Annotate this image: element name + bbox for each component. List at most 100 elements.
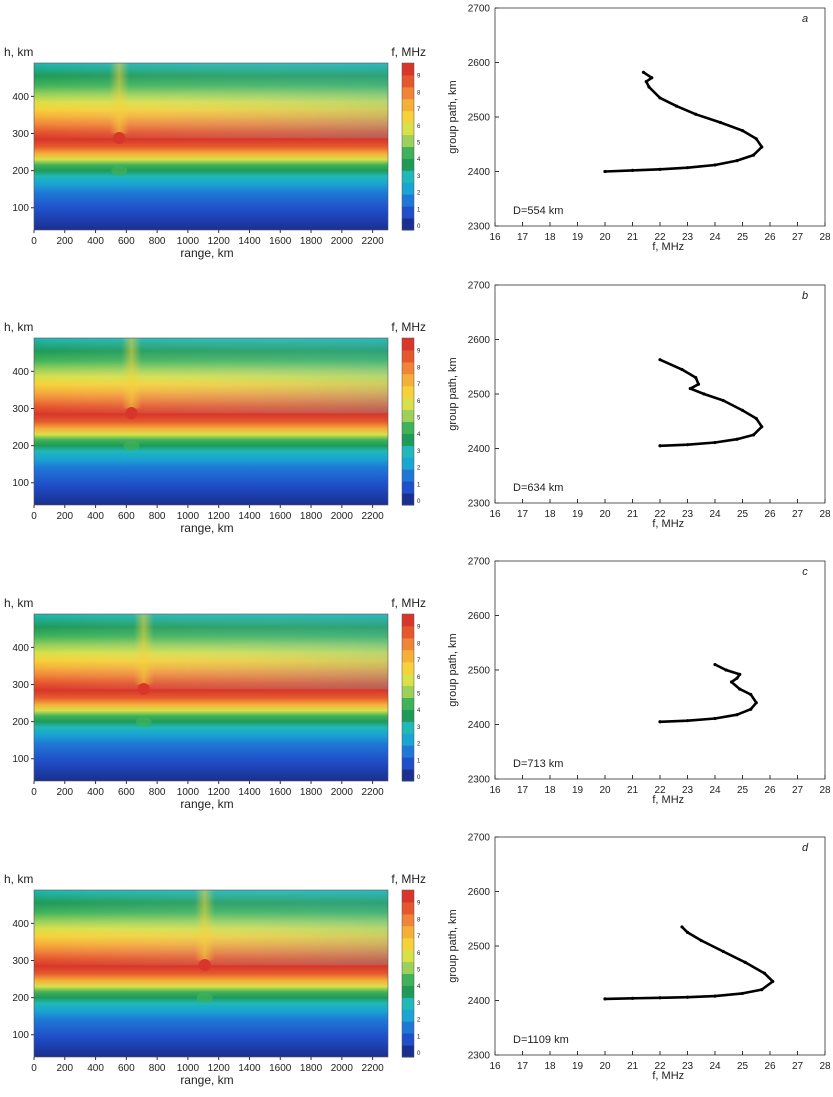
x-tick-label: 17 — [517, 232, 529, 243]
curve-point — [749, 707, 753, 711]
x-tick-label: 18 — [544, 1061, 556, 1072]
plot-frame — [494, 560, 826, 780]
colorbar-tick-label: 4 — [417, 984, 421, 990]
colorbar-swatch — [402, 170, 414, 183]
colorbar-swatch — [402, 74, 414, 88]
y-tick-label: 2600 — [468, 887, 491, 898]
map-frame — [33, 613, 389, 782]
x-tick-label: 21 — [627, 1061, 639, 1072]
curve-point — [603, 997, 607, 1001]
x-tick-label: 1600 — [269, 236, 292, 247]
y-tick-label: 100 — [12, 1030, 29, 1041]
colorbar-tick-label: 9 — [417, 901, 421, 907]
x-tick-label: 22 — [654, 509, 666, 520]
colorbar-tick-label: 0 — [417, 775, 421, 781]
disturbance-column — [194, 890, 215, 961]
colorbar-swatch — [402, 110, 414, 124]
distance-annotation: D=554 km — [513, 205, 563, 217]
curve-point — [650, 76, 654, 80]
x-tick-label: 1400 — [238, 1063, 261, 1074]
panel-letter: c — [802, 566, 808, 578]
y-tick-label: 400 — [12, 92, 29, 103]
x-axis-label: f, MHz — [652, 241, 684, 253]
y-axis-label: h, km — [4, 320, 33, 334]
curve-point — [644, 79, 648, 84]
colorbar-swatch — [402, 421, 414, 434]
x-tick-label: 18 — [544, 232, 556, 243]
x-tick-label: 1200 — [208, 236, 231, 247]
x-tick-label: 21 — [627, 232, 639, 243]
x-tick-label: 2200 — [361, 236, 384, 247]
x-tick-label: 17 — [517, 509, 529, 520]
y-tick-label: 2700 — [468, 557, 491, 568]
colorbar-tick-label: 3 — [417, 449, 421, 455]
colorbar-swatch — [402, 194, 414, 207]
x-tick-label: 1000 — [177, 787, 200, 798]
curve-point — [647, 85, 651, 89]
curve-point — [721, 949, 725, 954]
y-tick-label: 300 — [12, 956, 29, 967]
x-tick-label: 16 — [489, 509, 501, 520]
x-tick-label: 22 — [654, 232, 666, 243]
y-axis-label: group path, km — [447, 80, 459, 153]
x-tick-label: 1200 — [208, 787, 231, 798]
disturbance-peak — [125, 406, 138, 419]
colorbar-swatch — [402, 685, 414, 698]
x-tick-label: 18 — [544, 785, 556, 796]
x-tick-label: 2200 — [361, 787, 384, 798]
x-tick-label: 600 — [118, 787, 135, 798]
x-tick-label: 26 — [764, 509, 776, 520]
y-axis-label: h, km — [4, 872, 33, 886]
group-path-curve — [603, 925, 775, 1001]
colorbar-tick-label: 0 — [417, 499, 421, 505]
colorbar-tick-label: 7 — [417, 934, 421, 940]
x-tick-label: 400 — [87, 511, 104, 522]
curve-point — [713, 662, 717, 667]
colorbar-swatch — [402, 937, 414, 951]
curve-point — [751, 433, 756, 437]
colorbar-tick-label: 3 — [417, 725, 421, 731]
x-tick-label: 17 — [517, 1061, 529, 1072]
x-tick-label: 2200 — [361, 1063, 384, 1074]
colorbar-tick-label: 2 — [417, 1018, 421, 1024]
curve-point — [738, 687, 742, 691]
curve-point — [658, 720, 662, 724]
colorbar-tick-label: 1 — [417, 482, 421, 488]
x-tick-label: 0 — [31, 1063, 37, 1074]
curve-point — [658, 96, 662, 100]
x-tick-label: 1200 — [208, 1063, 231, 1074]
disturbance-bump — [111, 165, 128, 176]
x-tick-label: 2000 — [331, 1063, 354, 1074]
y-tick-label: 2300 — [468, 775, 491, 786]
colorbar-swatch — [402, 63, 414, 76]
x-tick-label: 0 — [31, 511, 37, 522]
x-tick-label: 19 — [572, 1061, 584, 1072]
curve-point — [713, 716, 717, 721]
colorbar-tick-label: 6 — [417, 675, 421, 681]
colorbar-tick-label: 6 — [417, 951, 421, 957]
colorbar-swatch — [402, 769, 414, 782]
curve-point — [760, 988, 764, 992]
x-tick-label: 22 — [654, 1061, 666, 1072]
colorbar-tick-label: 8 — [417, 917, 421, 923]
disturbance-peak — [137, 682, 150, 695]
colorbar-swatch — [402, 481, 414, 494]
colorbar-swatch — [402, 122, 414, 136]
curve-point — [754, 137, 758, 141]
curve-point — [702, 392, 706, 396]
x-axis-label: range, km — [180, 521, 233, 535]
y-axis-label: group path, km — [447, 633, 459, 706]
x-tick-label: 20 — [599, 232, 611, 243]
heatmap-slope-overlay — [34, 338, 388, 414]
panel-letter: d — [802, 842, 809, 854]
x-tick-label: 26 — [764, 1061, 776, 1072]
colorbar-swatch — [402, 913, 414, 927]
colorbar-tick-label: 0 — [417, 1051, 421, 1057]
curve-point — [735, 676, 739, 680]
x-tick-label: 23 — [682, 232, 694, 243]
